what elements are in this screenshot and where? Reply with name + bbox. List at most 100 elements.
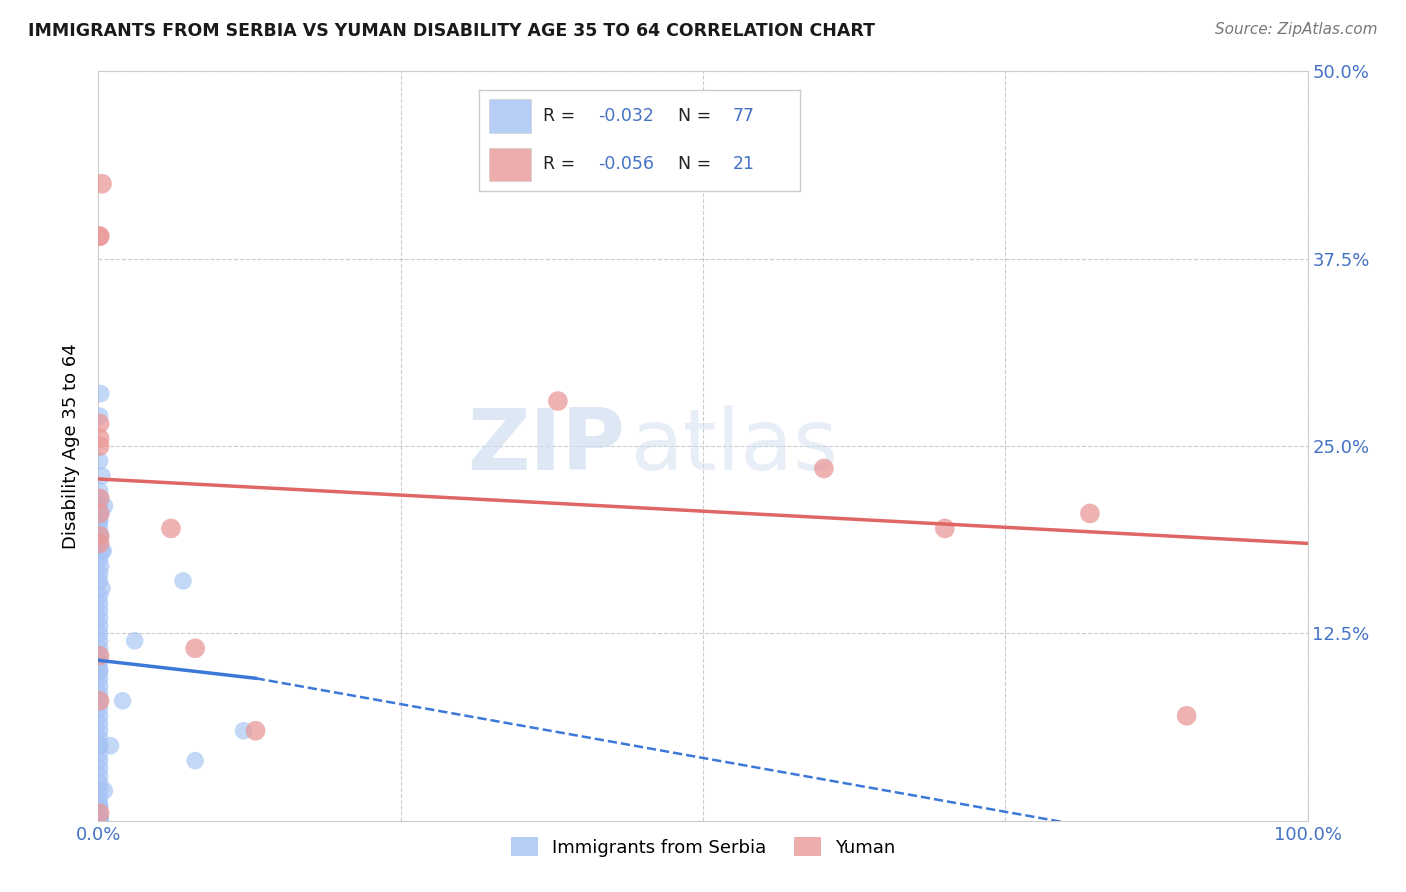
Point [89, 626, 111, 640]
Point [90, 507, 112, 521]
Point [89, 769, 111, 783]
Text: atlas: atlas [630, 404, 838, 488]
Point [89, 664, 111, 678]
Point [89, 791, 111, 805]
Y-axis label: Disability Age 35 to 64: Disability Age 35 to 64 [62, 343, 80, 549]
Point [89, 641, 111, 656]
Point [89, 731, 111, 746]
Point [89, 812, 111, 826]
Point [90, 529, 112, 543]
Point [89, 536, 111, 550]
Point [89, 229, 111, 244]
Point [232, 723, 254, 738]
Point [89, 483, 111, 498]
Point [89, 596, 111, 610]
Point [89, 229, 111, 244]
Point [160, 521, 183, 535]
Point [89, 491, 111, 506]
Point [89, 806, 111, 821]
Point [89, 454, 111, 468]
Point [91, 544, 114, 558]
Point [90, 491, 112, 506]
Point [89, 574, 111, 588]
Point [934, 521, 956, 535]
Point [93, 499, 115, 513]
Legend: Immigrants from Serbia, Yuman: Immigrants from Serbia, Yuman [503, 830, 903, 864]
Point [89, 686, 111, 700]
Point [89, 536, 111, 550]
Point [89, 432, 111, 446]
Point [245, 723, 267, 738]
Point [89, 812, 111, 826]
Point [89, 648, 111, 663]
Point [89, 812, 111, 826]
Point [89, 812, 111, 826]
Text: IMMIGRANTS FROM SERBIA VS YUMAN DISABILITY AGE 35 TO 64 CORRELATION CHART: IMMIGRANTS FROM SERBIA VS YUMAN DISABILI… [28, 22, 875, 40]
Point [89, 521, 111, 535]
Point [89, 633, 111, 648]
Point [124, 633, 146, 648]
Point [89, 806, 111, 821]
Point [89, 409, 111, 423]
Point [89, 812, 111, 826]
Point [89, 798, 111, 813]
Point [89, 679, 111, 693]
Point [89, 507, 111, 521]
Point [89, 746, 111, 760]
Point [89, 417, 111, 431]
Point [91, 544, 114, 558]
Point [89, 604, 111, 618]
Point [184, 641, 207, 656]
Point [89, 439, 111, 453]
Point [89, 812, 111, 826]
Point [89, 723, 111, 738]
Point [89, 694, 111, 708]
Point [89, 812, 111, 826]
Point [89, 657, 111, 671]
Point [89, 664, 111, 678]
Point [89, 716, 111, 731]
Point [89, 812, 111, 826]
Point [89, 761, 111, 775]
Point [89, 566, 111, 581]
Point [89, 514, 111, 528]
Point [89, 783, 111, 797]
Point [89, 812, 111, 826]
Point [184, 754, 207, 768]
Point [89, 611, 111, 625]
Point [89, 619, 111, 633]
Point [1175, 708, 1198, 723]
Point [89, 776, 111, 790]
Point [90, 386, 112, 401]
Point [89, 739, 111, 753]
Point [89, 551, 111, 566]
Point [89, 708, 111, 723]
Point [547, 394, 569, 409]
Point [91, 469, 114, 483]
Point [89, 499, 111, 513]
Point [89, 589, 111, 603]
Point [91, 582, 114, 596]
Text: Source: ZipAtlas.com: Source: ZipAtlas.com [1215, 22, 1378, 37]
Text: ZIP: ZIP [467, 404, 624, 488]
Point [172, 574, 194, 588]
Point [89, 812, 111, 826]
Point [89, 812, 111, 826]
Point [89, 812, 111, 826]
Point [89, 754, 111, 768]
Point [89, 811, 111, 825]
Point [93, 783, 115, 797]
Point [813, 461, 835, 475]
Point [90, 558, 112, 573]
Point [111, 694, 134, 708]
Point [89, 671, 111, 685]
Point [89, 812, 111, 826]
Point [89, 648, 111, 663]
Point [89, 694, 111, 708]
Point [89, 701, 111, 715]
Point [89, 739, 111, 753]
Point [89, 514, 111, 528]
Point [100, 739, 122, 753]
Point [89, 529, 111, 543]
Point [91, 177, 114, 191]
